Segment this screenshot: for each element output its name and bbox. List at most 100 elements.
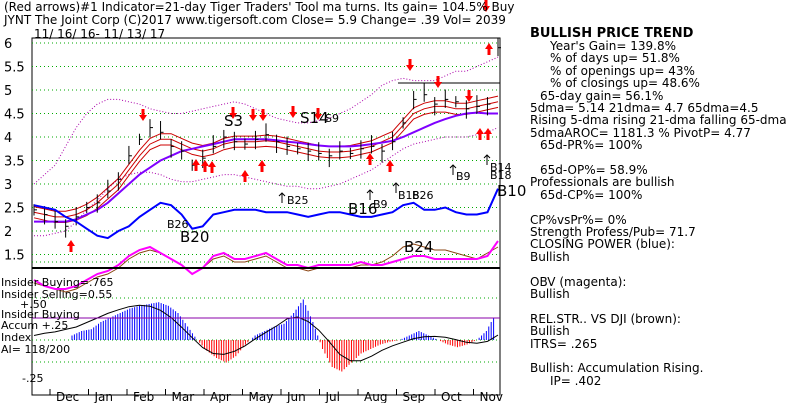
y-tick-label: 5: [4, 84, 12, 99]
signal-b9-b: B9: [456, 170, 471, 183]
info-line: OBV (magenta):: [530, 274, 627, 289]
info-line: % of openings up= 43%: [550, 63, 695, 78]
info-line: Year's Gain= 139.8%: [550, 39, 676, 53]
signal-arrow-icon: [366, 189, 374, 200]
info-line: 5dmaAROC= 1181.3 % PivotP= 4.77: [530, 125, 751, 140]
signal-s3: S3: [224, 112, 244, 130]
buy-arrow-icon: [366, 153, 374, 165]
info-line: Strength Profess/Pub= 71.7: [530, 225, 696, 239]
sell-arrow-icon: [465, 90, 473, 102]
accum-minus25-label: -.25: [22, 372, 44, 385]
insider-buying-label: Insider Buying=.765: [1, 276, 114, 289]
buy-arrow-icon: [208, 161, 216, 173]
signal-b24: B24: [404, 238, 434, 256]
buy-arrow-icon: [241, 170, 249, 182]
x-tick-label: Jun: [286, 390, 306, 403]
rel-str-line: [33, 243, 499, 293]
sell-arrow-icon: [406, 59, 414, 71]
info-line: 65d-PR%= 100%: [540, 138, 643, 153]
x-tick-label: Mar: [172, 390, 195, 403]
buy-arrow-icon: [258, 160, 266, 172]
info-line: 65d-OP%= 58.9%: [540, 163, 648, 177]
x-tick-label: Oct: [441, 390, 462, 403]
info-line: Rising 5-dma rising 21-dma falling 65-dm…: [530, 113, 787, 128]
info-line: 5dma= 5.14 21dma= 4.7 65dma=4.5: [530, 101, 759, 115]
ma21-lower-line: [33, 106, 499, 223]
plot-frame: [31, 37, 501, 396]
buy-arrow-icon: [192, 159, 200, 171]
info-line: Bullish: [530, 324, 570, 339]
info-line: % of days up= 51.8%: [550, 51, 680, 66]
signal-b20: B20: [180, 228, 210, 246]
signal-arrow-icon: [483, 154, 491, 165]
y-tick-label: 4.5: [4, 108, 25, 123]
info-line: % of closings up= 48.6%: [550, 76, 700, 91]
y-tick-label: 1.5: [4, 249, 25, 264]
sell-arrow-icon: [229, 107, 237, 119]
x-tick-label: Nov: [480, 390, 503, 403]
signal-s9: S9: [325, 112, 339, 125]
signal-arrow-icon: [449, 164, 457, 175]
sell-arrow-icon: [289, 106, 297, 118]
sell-arrow-icon: [314, 108, 322, 120]
info-line: REL.STR.. VS DJI (brown):: [530, 311, 681, 326]
info-line: 65d-CP%= 100%: [540, 187, 643, 202]
upper-band: [33, 56, 499, 185]
x-tick-label: Jan: [94, 390, 114, 403]
y-tick-label: 6: [4, 37, 12, 52]
accum-label: Accum +.25: [1, 319, 69, 332]
info-line: IP= .402: [550, 373, 602, 388]
sell-arrow-icon: [434, 76, 442, 88]
sell-arrow-icon: [249, 109, 257, 121]
signal-b18-b: B18: [490, 169, 512, 182]
buy-arrow-icon: [201, 160, 209, 172]
info-line: Professionals are bullish: [530, 175, 675, 190]
buy-arrow-icon: [485, 43, 493, 55]
signal-b25: B25: [287, 194, 309, 207]
header-indicator-line: (Red arrows)#1 Indicator=21-day Tiger Tr…: [4, 0, 515, 14]
buy-arrow-icon: [484, 128, 492, 140]
y-tick-label: 3: [4, 178, 12, 193]
info-line: Bullish: [530, 287, 570, 301]
y-tick-label: 5.5: [4, 61, 25, 76]
signal-b26-a: B26: [167, 218, 189, 231]
signal-arrow-icon: [278, 192, 286, 203]
accum-plus50-label: +.50: [20, 298, 47, 311]
info-line: Bullish: [530, 249, 570, 264]
buy-arrow-icon: [386, 160, 394, 172]
signal-b16: B16: [348, 200, 378, 218]
signal-s14: S14: [300, 109, 329, 127]
signal-b10: B10: [497, 182, 527, 200]
x-tick-label: Aug: [364, 390, 387, 403]
date-range: 11/ 16/ 16- 11/ 13/ 17: [34, 27, 166, 41]
sell-arrow-icon: [482, 0, 490, 12]
y-tick-label: 3.5: [4, 155, 25, 170]
closing-power-line: [33, 188, 499, 240]
accum-ma-line: [33, 304, 499, 362]
x-tick-label: Sep: [403, 390, 426, 403]
y-tick-label: 4: [4, 131, 12, 146]
info-line: Bullish: Accumulation Rising.: [530, 361, 704, 376]
buy-arrow-icon: [476, 128, 484, 140]
buy-arrow-icon: [67, 240, 75, 252]
y-tick-label: 2: [4, 225, 12, 240]
x-tick-label: Apr: [210, 390, 231, 403]
header-ticker-line: JYNT The Joint Corp (C)2017 www.tigersof…: [4, 13, 506, 27]
sell-arrow-icon: [259, 109, 267, 121]
lower-band: [34, 127, 499, 237]
signal-arrow-icon: [392, 182, 400, 193]
x-tick-label: May: [249, 390, 274, 403]
y-tick-label: 2.5: [4, 202, 25, 217]
signal-b18-a: B18: [398, 189, 420, 202]
sell-arrow-icon: [139, 109, 147, 121]
insider-selling-label: Insider Selling=0.55: [1, 288, 113, 301]
signal-b9-a: B9: [373, 198, 388, 211]
x-tick-label: Jul: [325, 390, 340, 403]
signal-b14: B14: [490, 161, 512, 174]
info-line: CP%vsPr%= 0%: [530, 212, 627, 227]
signal-b26-b: B26: [412, 189, 434, 202]
index-label: Index: [1, 331, 32, 344]
info-line: ITRS= .265: [530, 336, 598, 351]
